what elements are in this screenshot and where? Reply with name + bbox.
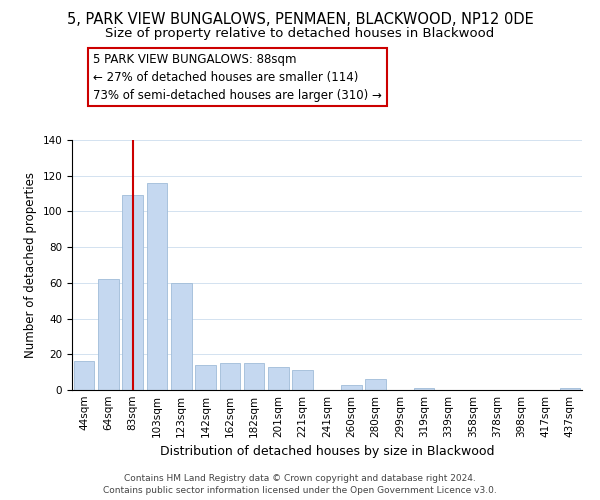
Text: Size of property relative to detached houses in Blackwood: Size of property relative to detached ho… (106, 28, 494, 40)
Bar (268, 367, 289, 390)
Bar (74, 362, 94, 390)
Bar (560, 388, 580, 390)
Bar (414, 388, 434, 390)
Bar (292, 370, 313, 390)
Text: 5, PARK VIEW BUNGALOWS, PENMAEN, BLACKWOOD, NP12 0DE: 5, PARK VIEW BUNGALOWS, PENMAEN, BLACKWO… (67, 12, 533, 28)
Bar (98, 280, 119, 390)
Y-axis label: Number of detached properties: Number of detached properties (24, 172, 37, 358)
Bar (341, 384, 362, 390)
Bar (195, 365, 216, 390)
Bar (171, 283, 191, 390)
Bar (220, 363, 240, 390)
Bar (365, 380, 386, 390)
Bar (244, 363, 265, 390)
Bar (146, 183, 167, 390)
Text: Contains HM Land Registry data © Crown copyright and database right 2024.
Contai: Contains HM Land Registry data © Crown c… (103, 474, 497, 495)
X-axis label: Distribution of detached houses by size in Blackwood: Distribution of detached houses by size … (160, 446, 494, 458)
Text: 5 PARK VIEW BUNGALOWS: 88sqm
← 27% of detached houses are smaller (114)
73% of s: 5 PARK VIEW BUNGALOWS: 88sqm ← 27% of de… (93, 52, 382, 102)
Bar (122, 196, 143, 390)
